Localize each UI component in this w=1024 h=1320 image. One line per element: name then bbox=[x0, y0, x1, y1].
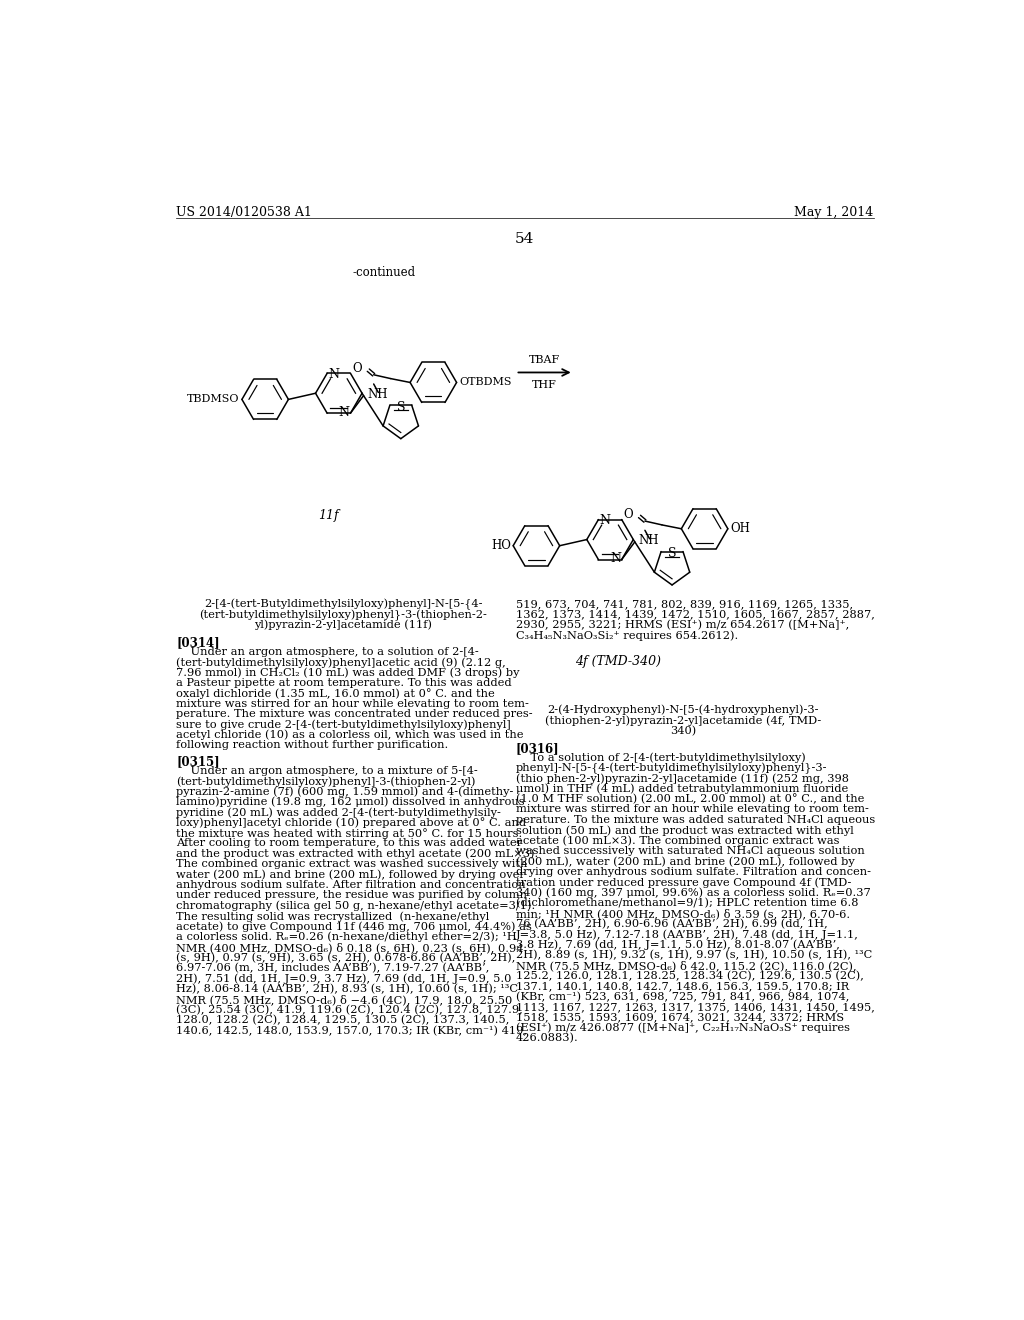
Text: tration under reduced pressure gave Compound 4f (TMD-: tration under reduced pressure gave Comp… bbox=[515, 878, 851, 888]
Text: May 1, 2014: May 1, 2014 bbox=[795, 206, 873, 219]
Text: NMR (75.5 MHz, DMSO-d₆) δ −4.6 (4C), 17.9, 18.0, 25.50: NMR (75.5 MHz, DMSO-d₆) δ −4.6 (4C), 17.… bbox=[176, 994, 512, 1005]
Text: a colorless solid. Rₑ=0.26 (n-hexane/diethyl ether=2/3); ¹H: a colorless solid. Rₑ=0.26 (n-hexane/die… bbox=[176, 932, 517, 942]
Text: Under an argon atmosphere, to a mixture of 5-[4-: Under an argon atmosphere, to a mixture … bbox=[176, 766, 478, 776]
Text: The resulting solid was recrystallized  (n-hexane/ethyl: The resulting solid was recrystallized (… bbox=[176, 911, 489, 921]
Text: (s, 9H), 0.97 (s, 9H), 3.65 (s, 2H), 0.678-6.86 (AA’BB’, 2H),: (s, 9H), 0.97 (s, 9H), 3.65 (s, 2H), 0.6… bbox=[176, 953, 515, 964]
Text: OH: OH bbox=[730, 523, 750, 535]
Text: -continued: -continued bbox=[352, 265, 416, 279]
Text: NH: NH bbox=[639, 533, 659, 546]
Text: pyridine (20 mL) was added 2-[4-(tert-butyldimethylsily-: pyridine (20 mL) was added 2-[4-(tert-bu… bbox=[176, 807, 501, 817]
Text: (KBr, cm⁻¹) 523, 631, 698, 725, 791, 841, 966, 984, 1074,: (KBr, cm⁻¹) 523, 631, 698, 725, 791, 841… bbox=[515, 991, 849, 1002]
Text: (thio phen-2-yl)pyrazin-2-yl]acetamide (11f) (252 mg, 398: (thio phen-2-yl)pyrazin-2-yl]acetamide (… bbox=[515, 774, 849, 784]
Text: mixture was stirred for an hour while elevating to room tem-: mixture was stirred for an hour while el… bbox=[515, 804, 868, 814]
Text: O: O bbox=[352, 362, 362, 375]
Text: (dichloromethane/methanol=9/1); HPLC retention time 6.8: (dichloromethane/methanol=9/1); HPLC ret… bbox=[515, 898, 858, 908]
Text: solution (50 mL) and the product was extracted with ethyl: solution (50 mL) and the product was ext… bbox=[515, 825, 853, 836]
Text: yl)pyrazin-2-yl]acetamide (11f): yl)pyrazin-2-yl]acetamide (11f) bbox=[254, 619, 432, 630]
Text: 1113, 1167, 1227, 1263, 1317, 1375, 1406, 1431, 1450, 1495,: 1113, 1167, 1227, 1263, 1317, 1375, 1406… bbox=[515, 1002, 874, 1012]
Text: NMR (75.5 MHz, DMSO-d₆) δ 42.0, 115.2 (2C), 116.0 (2C),: NMR (75.5 MHz, DMSO-d₆) δ 42.0, 115.2 (2… bbox=[515, 961, 856, 972]
Text: the mixture was heated with stirring at 50° C. for 15 hours.: the mixture was heated with stirring at … bbox=[176, 828, 522, 838]
Text: μmol) in THF (4 mL) added tetrabutylammonium fluoride: μmol) in THF (4 mL) added tetrabutylammo… bbox=[515, 784, 848, 795]
Text: 1362, 1373, 1414, 1439, 1472, 1510, 1605, 1667, 2857, 2887,: 1362, 1373, 1414, 1439, 1472, 1510, 1605… bbox=[515, 610, 874, 619]
Text: HO: HO bbox=[490, 539, 511, 552]
Text: (thiophen-2-yl)pyrazin-2-yl]acetamide (4f, TMD-: (thiophen-2-yl)pyrazin-2-yl]acetamide (4… bbox=[545, 715, 821, 726]
Text: 7.96 mmol) in CH₂Cl₂ (10 mL) was added DMF (3 drops) by: 7.96 mmol) in CH₂Cl₂ (10 mL) was added D… bbox=[176, 668, 519, 678]
Text: N: N bbox=[610, 552, 621, 565]
Text: N: N bbox=[599, 513, 610, 527]
Text: washed successively with saturated NH₄Cl aqueous solution: washed successively with saturated NH₄Cl… bbox=[515, 846, 864, 855]
Text: (1.0 M THF solution) (2.00 mL, 2.00 mmol) at 0° C., and the: (1.0 M THF solution) (2.00 mL, 2.00 mmol… bbox=[515, 795, 864, 805]
Text: 340) (160 mg, 397 μmol, 99.6%) as a colorless solid. Rₑ=0.37: 340) (160 mg, 397 μmol, 99.6%) as a colo… bbox=[515, 887, 870, 898]
Text: (tert-butyldimethylsilyloxy)phenyl]-3-(thiophen-2-yl): (tert-butyldimethylsilyloxy)phenyl]-3-(t… bbox=[176, 776, 475, 787]
Text: drying over anhydrous sodium sulfate. Filtration and concen-: drying over anhydrous sodium sulfate. Fi… bbox=[515, 867, 870, 876]
Text: water (200 mL) and brine (200 mL), followed by drying over: water (200 mL) and brine (200 mL), follo… bbox=[176, 870, 525, 880]
Text: min; ¹H NMR (400 MHz, DMSO-d₆) δ 3.59 (s, 2H), 6.70-6.: min; ¹H NMR (400 MHz, DMSO-d₆) δ 3.59 (s… bbox=[515, 908, 850, 919]
Text: 1518, 1535, 1593, 1609, 1674, 3021, 3244, 3372; HRMS: 1518, 1535, 1593, 1609, 1674, 3021, 3244… bbox=[515, 1012, 844, 1022]
Text: US 2014/0120538 A1: US 2014/0120538 A1 bbox=[176, 206, 312, 219]
Text: 2930, 2955, 3221; HRMS (ESI⁺) m/z 654.2617 ([M+Na]⁺,: 2930, 2955, 3221; HRMS (ESI⁺) m/z 654.26… bbox=[515, 619, 849, 630]
Text: sure to give crude 2-[4-(tert-butyldimethylsilyloxy)phenyl]: sure to give crude 2-[4-(tert-butyldimet… bbox=[176, 719, 511, 730]
Text: 128.0, 128.2 (2C), 128.4, 129.5, 130.5 (2C), 137.3, 140.5,: 128.0, 128.2 (2C), 128.4, 129.5, 130.5 (… bbox=[176, 1015, 509, 1026]
Text: (3C), 25.54 (3C), 41.9, 119.6 (2C), 120.4 (2C), 127.8, 127.9,: (3C), 25.54 (3C), 41.9, 119.6 (2C), 120.… bbox=[176, 1005, 523, 1015]
Text: (tert-butyldimethylsilyloxy)phenyl}-3-(thiophen-2-: (tert-butyldimethylsilyloxy)phenyl}-3-(t… bbox=[200, 610, 487, 620]
Text: acetate) to give Compound 11f (446 mg, 706 μmol, 44.4%) as: acetate) to give Compound 11f (446 mg, 7… bbox=[176, 921, 531, 932]
Text: S: S bbox=[396, 401, 406, 414]
Text: To a solution of 2-[4-(tert-butyldimethylsilyloxy): To a solution of 2-[4-(tert-butyldimethy… bbox=[515, 752, 805, 763]
Text: 76 (AA’BB’, 2H), 6.90-6.96 (AA’BB’, 2H), 6.99 (dd, 1H,: 76 (AA’BB’, 2H), 6.90-6.96 (AA’BB’, 2H),… bbox=[515, 919, 827, 929]
Text: 519, 673, 704, 741, 781, 802, 839, 916, 1169, 1265, 1335,: 519, 673, 704, 741, 781, 802, 839, 916, … bbox=[515, 599, 853, 609]
Text: acetate (100 mL×3). The combined organic extract was: acetate (100 mL×3). The combined organic… bbox=[515, 836, 839, 846]
Text: perature. To the mixture was added saturated NH₄Cl aqueous: perature. To the mixture was added satur… bbox=[515, 814, 874, 825]
Text: 2H), 7.51 (dd, 1H, J=0.9, 3.7 Hz), 7.69 (dd, 1H, J=0.9, 5.0: 2H), 7.51 (dd, 1H, J=0.9, 3.7 Hz), 7.69 … bbox=[176, 973, 511, 983]
Text: anhydrous sodium sulfate. After filtration and concentration: anhydrous sodium sulfate. After filtrati… bbox=[176, 880, 525, 890]
Text: [0314]: [0314] bbox=[176, 636, 220, 649]
Text: 3.8 Hz), 7.69 (dd, 1H, J=1.1, 5.0 Hz), 8.01-8.07 (AA’BB’,: 3.8 Hz), 7.69 (dd, 1H, J=1.1, 5.0 Hz), 8… bbox=[515, 940, 840, 950]
Text: TBDMSO: TBDMSO bbox=[187, 395, 240, 404]
Text: chromatography (silica gel 50 g, n-hexane/ethyl acetate=3/1).: chromatography (silica gel 50 g, n-hexan… bbox=[176, 900, 536, 911]
Text: N: N bbox=[339, 407, 349, 418]
Text: acetyl chloride (10) as a colorless oil, which was used in the: acetyl chloride (10) as a colorless oil,… bbox=[176, 730, 523, 741]
Text: (200 mL), water (200 mL) and brine (200 mL), followed by: (200 mL), water (200 mL) and brine (200 … bbox=[515, 857, 854, 867]
Text: N: N bbox=[328, 367, 339, 380]
Text: The combined organic extract was washed successively with: The combined organic extract was washed … bbox=[176, 859, 527, 869]
Text: pyrazin-2-amine (7f) (600 mg, 1.59 mmol) and 4-(dimethy-: pyrazin-2-amine (7f) (600 mg, 1.59 mmol)… bbox=[176, 787, 513, 797]
Text: mixture was stirred for an hour while elevating to room tem-: mixture was stirred for an hour while el… bbox=[176, 698, 529, 709]
Text: [0316]: [0316] bbox=[515, 742, 559, 755]
Text: phenyl]-N-[5-{4-(tert-butyldimethylsilyloxy)phenyl}-3-: phenyl]-N-[5-{4-(tert-butyldimethylsilyl… bbox=[515, 763, 827, 775]
Text: following reaction without further purification.: following reaction without further purif… bbox=[176, 741, 449, 750]
Text: 11f: 11f bbox=[317, 508, 338, 521]
Text: 2-(4-Hydroxyphenyl)-N-[5-(4-hydroxyphenyl)-3-: 2-(4-Hydroxyphenyl)-N-[5-(4-hydroxypheny… bbox=[547, 705, 818, 715]
Text: and the product was extracted with ethyl acetate (200 mL×3).: and the product was extracted with ethyl… bbox=[176, 849, 539, 859]
Text: After cooling to room temperature, to this was added water: After cooling to room temperature, to th… bbox=[176, 838, 522, 849]
Text: lamino)pyridine (19.8 mg, 162 μmol) dissolved in anhydrous: lamino)pyridine (19.8 mg, 162 μmol) diss… bbox=[176, 797, 524, 808]
Text: 426.0883).: 426.0883). bbox=[515, 1034, 579, 1043]
Text: Hz), 8.06-8.14 (AA’BB’, 2H), 8.93 (s, 1H), 10.60 (s, 1H); ¹³C: Hz), 8.06-8.14 (AA’BB’, 2H), 8.93 (s, 1H… bbox=[176, 983, 518, 994]
Text: THF: THF bbox=[532, 380, 557, 391]
Text: (ESI⁺) m/z 426.0877 ([M+Na]⁺, C₂₂H₁₇N₃NaO₃S⁺ requires: (ESI⁺) m/z 426.0877 ([M+Na]⁺, C₂₂H₁₇N₃Na… bbox=[515, 1023, 850, 1034]
Text: loxy)phenyl]acetyl chloride (10) prepared above at 0° C. and: loxy)phenyl]acetyl chloride (10) prepare… bbox=[176, 817, 526, 829]
Text: NH: NH bbox=[368, 388, 388, 400]
Text: (tert-butyldimethylsilyloxy)phenyl]acetic acid (9) (2.12 g,: (tert-butyldimethylsilyloxy)phenyl]aceti… bbox=[176, 657, 506, 668]
Text: 140.6, 142.5, 148.0, 153.9, 157.0, 170.3; IR (KBr, cm⁻¹) 419,: 140.6, 142.5, 148.0, 153.9, 157.0, 170.3… bbox=[176, 1026, 527, 1036]
Text: Under an argon atmosphere, to a solution of 2-[4-: Under an argon atmosphere, to a solution… bbox=[176, 647, 479, 656]
Text: 2H), 8.89 (s, 1H), 9.32 (s, 1H), 9.97 (s, 1H), 10.50 (s, 1H), ¹³C: 2H), 8.89 (s, 1H), 9.32 (s, 1H), 9.97 (s… bbox=[515, 950, 871, 961]
Text: oxalyl dichloride (1.35 mL, 16.0 mmol) at 0° C. and the: oxalyl dichloride (1.35 mL, 16.0 mmol) a… bbox=[176, 688, 495, 700]
Text: TBAF: TBAF bbox=[529, 355, 560, 364]
Text: a Pasteur pipette at room temperature. To this was added: a Pasteur pipette at room temperature. T… bbox=[176, 677, 512, 688]
Text: O: O bbox=[624, 508, 633, 521]
Text: 4f (TMD-340): 4f (TMD-340) bbox=[574, 655, 660, 668]
Text: 54: 54 bbox=[515, 231, 535, 246]
Text: S: S bbox=[668, 548, 676, 561]
Text: J=3.8, 5.0 Hz), 7.12-7.18 (AA’BB’, 2H), 7.48 (dd, 1H, J=1.1,: J=3.8, 5.0 Hz), 7.12-7.18 (AA’BB’, 2H), … bbox=[515, 929, 858, 940]
Text: C₃₄H₄₅N₃NaO₃Si₂⁺ requires 654.2612).: C₃₄H₄₅N₃NaO₃Si₂⁺ requires 654.2612). bbox=[515, 630, 737, 640]
Text: 137.1, 140.1, 140.8, 142.7, 148.6, 156.3, 159.5, 170.8; IR: 137.1, 140.1, 140.8, 142.7, 148.6, 156.3… bbox=[515, 981, 849, 991]
Text: perature. The mixture was concentrated under reduced pres-: perature. The mixture was concentrated u… bbox=[176, 709, 532, 719]
Text: 340): 340) bbox=[670, 726, 696, 735]
Text: OTBDMS: OTBDMS bbox=[459, 378, 511, 388]
Text: 2-[4-(tert-Butyldimethylsilyloxy)phenyl]-N-[5-{4-: 2-[4-(tert-Butyldimethylsilyloxy)phenyl]… bbox=[204, 599, 482, 610]
Text: [0315]: [0315] bbox=[176, 755, 220, 768]
Text: 125.2, 126.0, 128.1, 128.25, 128.34 (2C), 129.6, 130.5 (2C),: 125.2, 126.0, 128.1, 128.25, 128.34 (2C)… bbox=[515, 970, 863, 981]
Text: 6.97-7.06 (m, 3H, includes AA’BB’), 7.19-7.27 (AA’BB’,: 6.97-7.06 (m, 3H, includes AA’BB’), 7.19… bbox=[176, 964, 489, 973]
Text: NMR (400 MHz, DMSO-d₆) δ 0.18 (s, 6H), 0.23 (s, 6H), 0.94: NMR (400 MHz, DMSO-d₆) δ 0.18 (s, 6H), 0… bbox=[176, 942, 523, 953]
Text: under reduced pressure, the residue was purified by column: under reduced pressure, the residue was … bbox=[176, 890, 527, 900]
